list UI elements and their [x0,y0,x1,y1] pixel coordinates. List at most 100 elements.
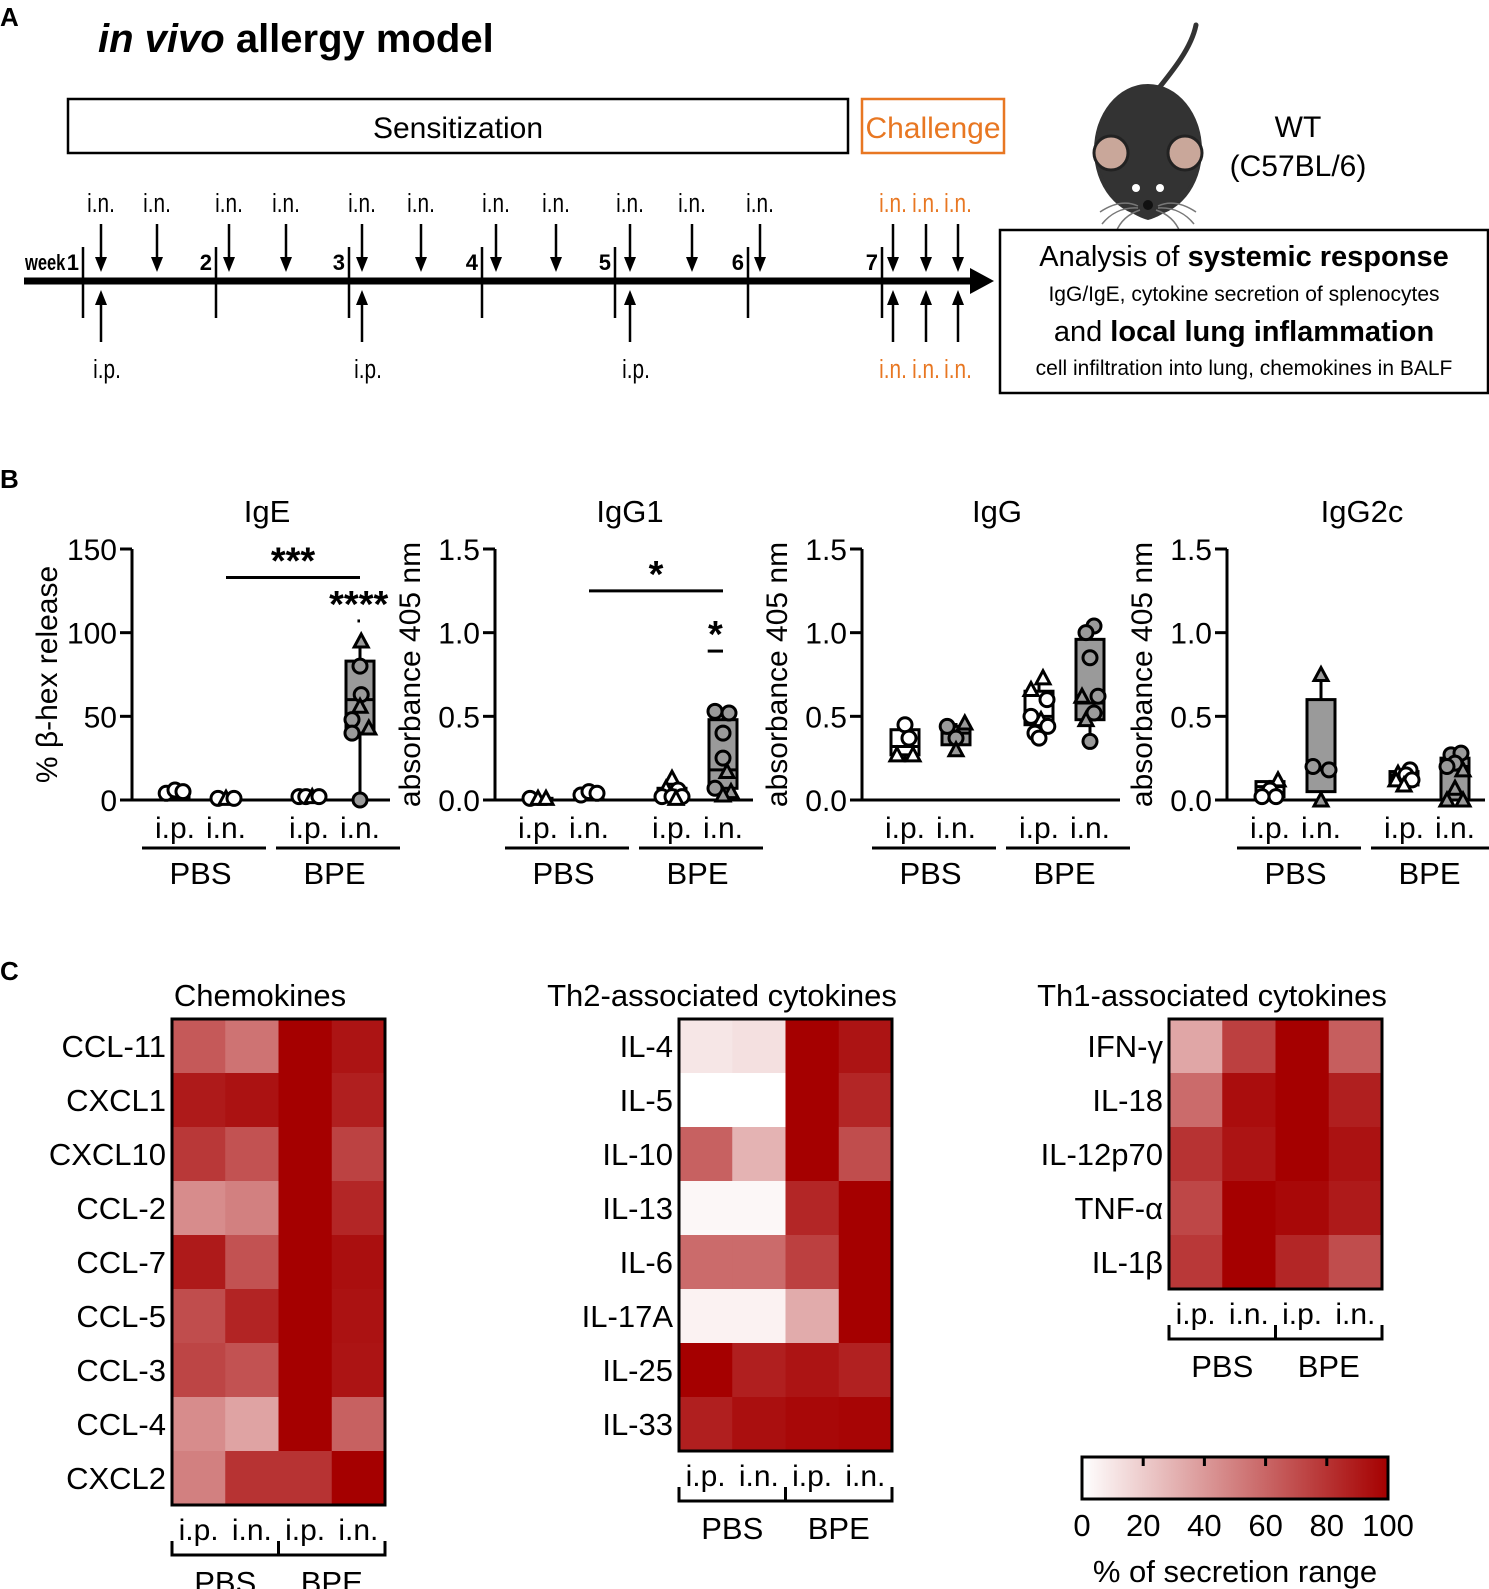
heatmap-cell [1275,1019,1330,1074]
heatmap-row-label: IL-13 [602,1191,673,1226]
challenge-in-label: i.n. [912,189,940,218]
y-axis-label: absorbance 405 nm [394,542,427,807]
panel-b-charts: IgE 0 50 100 150% β-hex release i.p. i.n. i.p. i… [31,494,1489,891]
data-point [1311,789,1331,808]
heatmap-cell [838,1127,893,1182]
strain-line1: WT [1275,111,1322,144]
data-point [666,788,686,806]
ip-dose-arrow-head [356,290,368,305]
group-label: BPE [1298,1349,1360,1384]
in-dose-label: i.n. [407,189,435,218]
challenge-in-label: i.n. [944,189,972,218]
significance-label: **** [329,584,388,626]
x-category-label: i.p. [518,812,558,845]
week-number: 5 [599,250,611,275]
heatmap-cell [1169,1073,1223,1128]
heatmap-cell [278,1451,333,1506]
heatmap-row-label: CCL-11 [61,1029,166,1064]
analysis-box [998,228,1489,395]
heatmap-title: Chemokines [174,978,346,1013]
heatmap-cell [172,1343,226,1398]
data-point [343,724,361,742]
challenge-up-arrow-head [887,290,899,305]
group-label: BPE [808,1511,870,1546]
challenge-down-arrow-head [952,257,964,272]
y-axis-label: absorbance 405 nm [761,542,794,807]
data-point [1072,686,1092,704]
heatmap-col-label: i.p. [792,1460,832,1493]
heatmap-col-label: i.n. [1229,1298,1269,1331]
heatmap-cell [732,1235,786,1290]
box-2 [653,768,691,806]
in-dose-label: i.n. [482,189,510,218]
group-bracket [1167,1325,1277,1341]
data-point [1386,769,1406,788]
timeline-marks: 1 2 3 4 5 6 7i.n. i.n. i.n. i.n. i.n. i.n. i.n. i.n. i… [67,189,972,384]
group-label: BPE [303,856,365,891]
heatmap-cell [172,1451,226,1506]
heatmap-cell [278,1127,333,1182]
data-point [706,702,724,720]
data-point [1077,624,1095,642]
y-tick-label: 100 [67,618,117,651]
legend-tick-label: 60 [1248,1508,1282,1543]
analysis-pre: Analysis of [1039,241,1187,273]
x-category-label: i.n. [936,812,976,845]
in-dose-arrow-head [686,257,698,272]
heatmap-cell [785,1019,840,1074]
x-category-label: i.p. [1250,812,1290,845]
heatmap-cell [225,1073,279,1128]
heatmap-cell [679,1235,733,1290]
week-label: week [24,251,65,276]
heatmap-cell [679,1073,733,1128]
timeline-arrowhead [970,268,994,294]
analysis-line1: Analysis of systemic response [1039,241,1448,273]
in-dose-arrow-head [490,257,502,272]
y-tick-label: 1.5 [805,534,847,567]
y-tick-label: 1.5 [1170,534,1212,567]
heatmap-cell [838,1019,893,1074]
challenge-down-arrow-head [920,257,932,272]
heatmap-row-label: CXCL1 [66,1083,166,1118]
data-point [351,657,369,675]
heatmap-2: Th1-associated cytokines IFN-γ IL-18 IL-12p… [1037,978,1387,1384]
heatmap-cell [331,1451,386,1506]
challenge-in-label-bottom: i.n. [944,355,972,384]
heatmap-col-label: i.p. [179,1514,219,1547]
heatmap-cell [785,1127,840,1182]
heatmap-cell [225,1343,279,1398]
y-tick-label: 0.5 [1170,701,1212,734]
group-bracket [278,1541,387,1557]
box-0 [887,716,923,763]
data-point [1021,679,1041,698]
data-point [1253,788,1271,806]
challenge-in-label-bottom: i.n. [879,355,907,384]
heatmap-col-label: i.n. [845,1460,885,1493]
x-category-label: i.n. [703,812,743,845]
analysis-line4: cell infiltration into lung, chemokines … [1036,357,1453,380]
y-tick-label: 0.0 [805,785,847,818]
in-dose-label: i.n. [348,189,376,218]
data-point [938,717,956,735]
week-number: 3 [333,250,345,275]
data-point [1445,778,1465,796]
box-2 [1021,667,1057,747]
legend-title: % of secretion range [1093,1554,1377,1589]
ip-dose-arrow-head [624,290,636,305]
in-dose-arrow-head [550,257,562,272]
strain-line2: (C57BL/6) [1230,150,1367,183]
heatmap-cell [679,1397,733,1452]
ip-dose-label: i.p. [354,355,382,384]
data-point [225,789,243,807]
heatmap-1: Th2-associated cytokines IL-4 IL-5 IL-10 IL-… [547,978,897,1546]
heatmap-cell [1222,1019,1276,1074]
heatmap-cell [331,1397,386,1452]
data-point [1437,789,1457,808]
heatmap-cell [331,1181,386,1236]
box-3 [1437,744,1473,808]
heatmap-cell [225,1127,279,1182]
data-point [1453,759,1473,778]
data-point [536,788,556,806]
